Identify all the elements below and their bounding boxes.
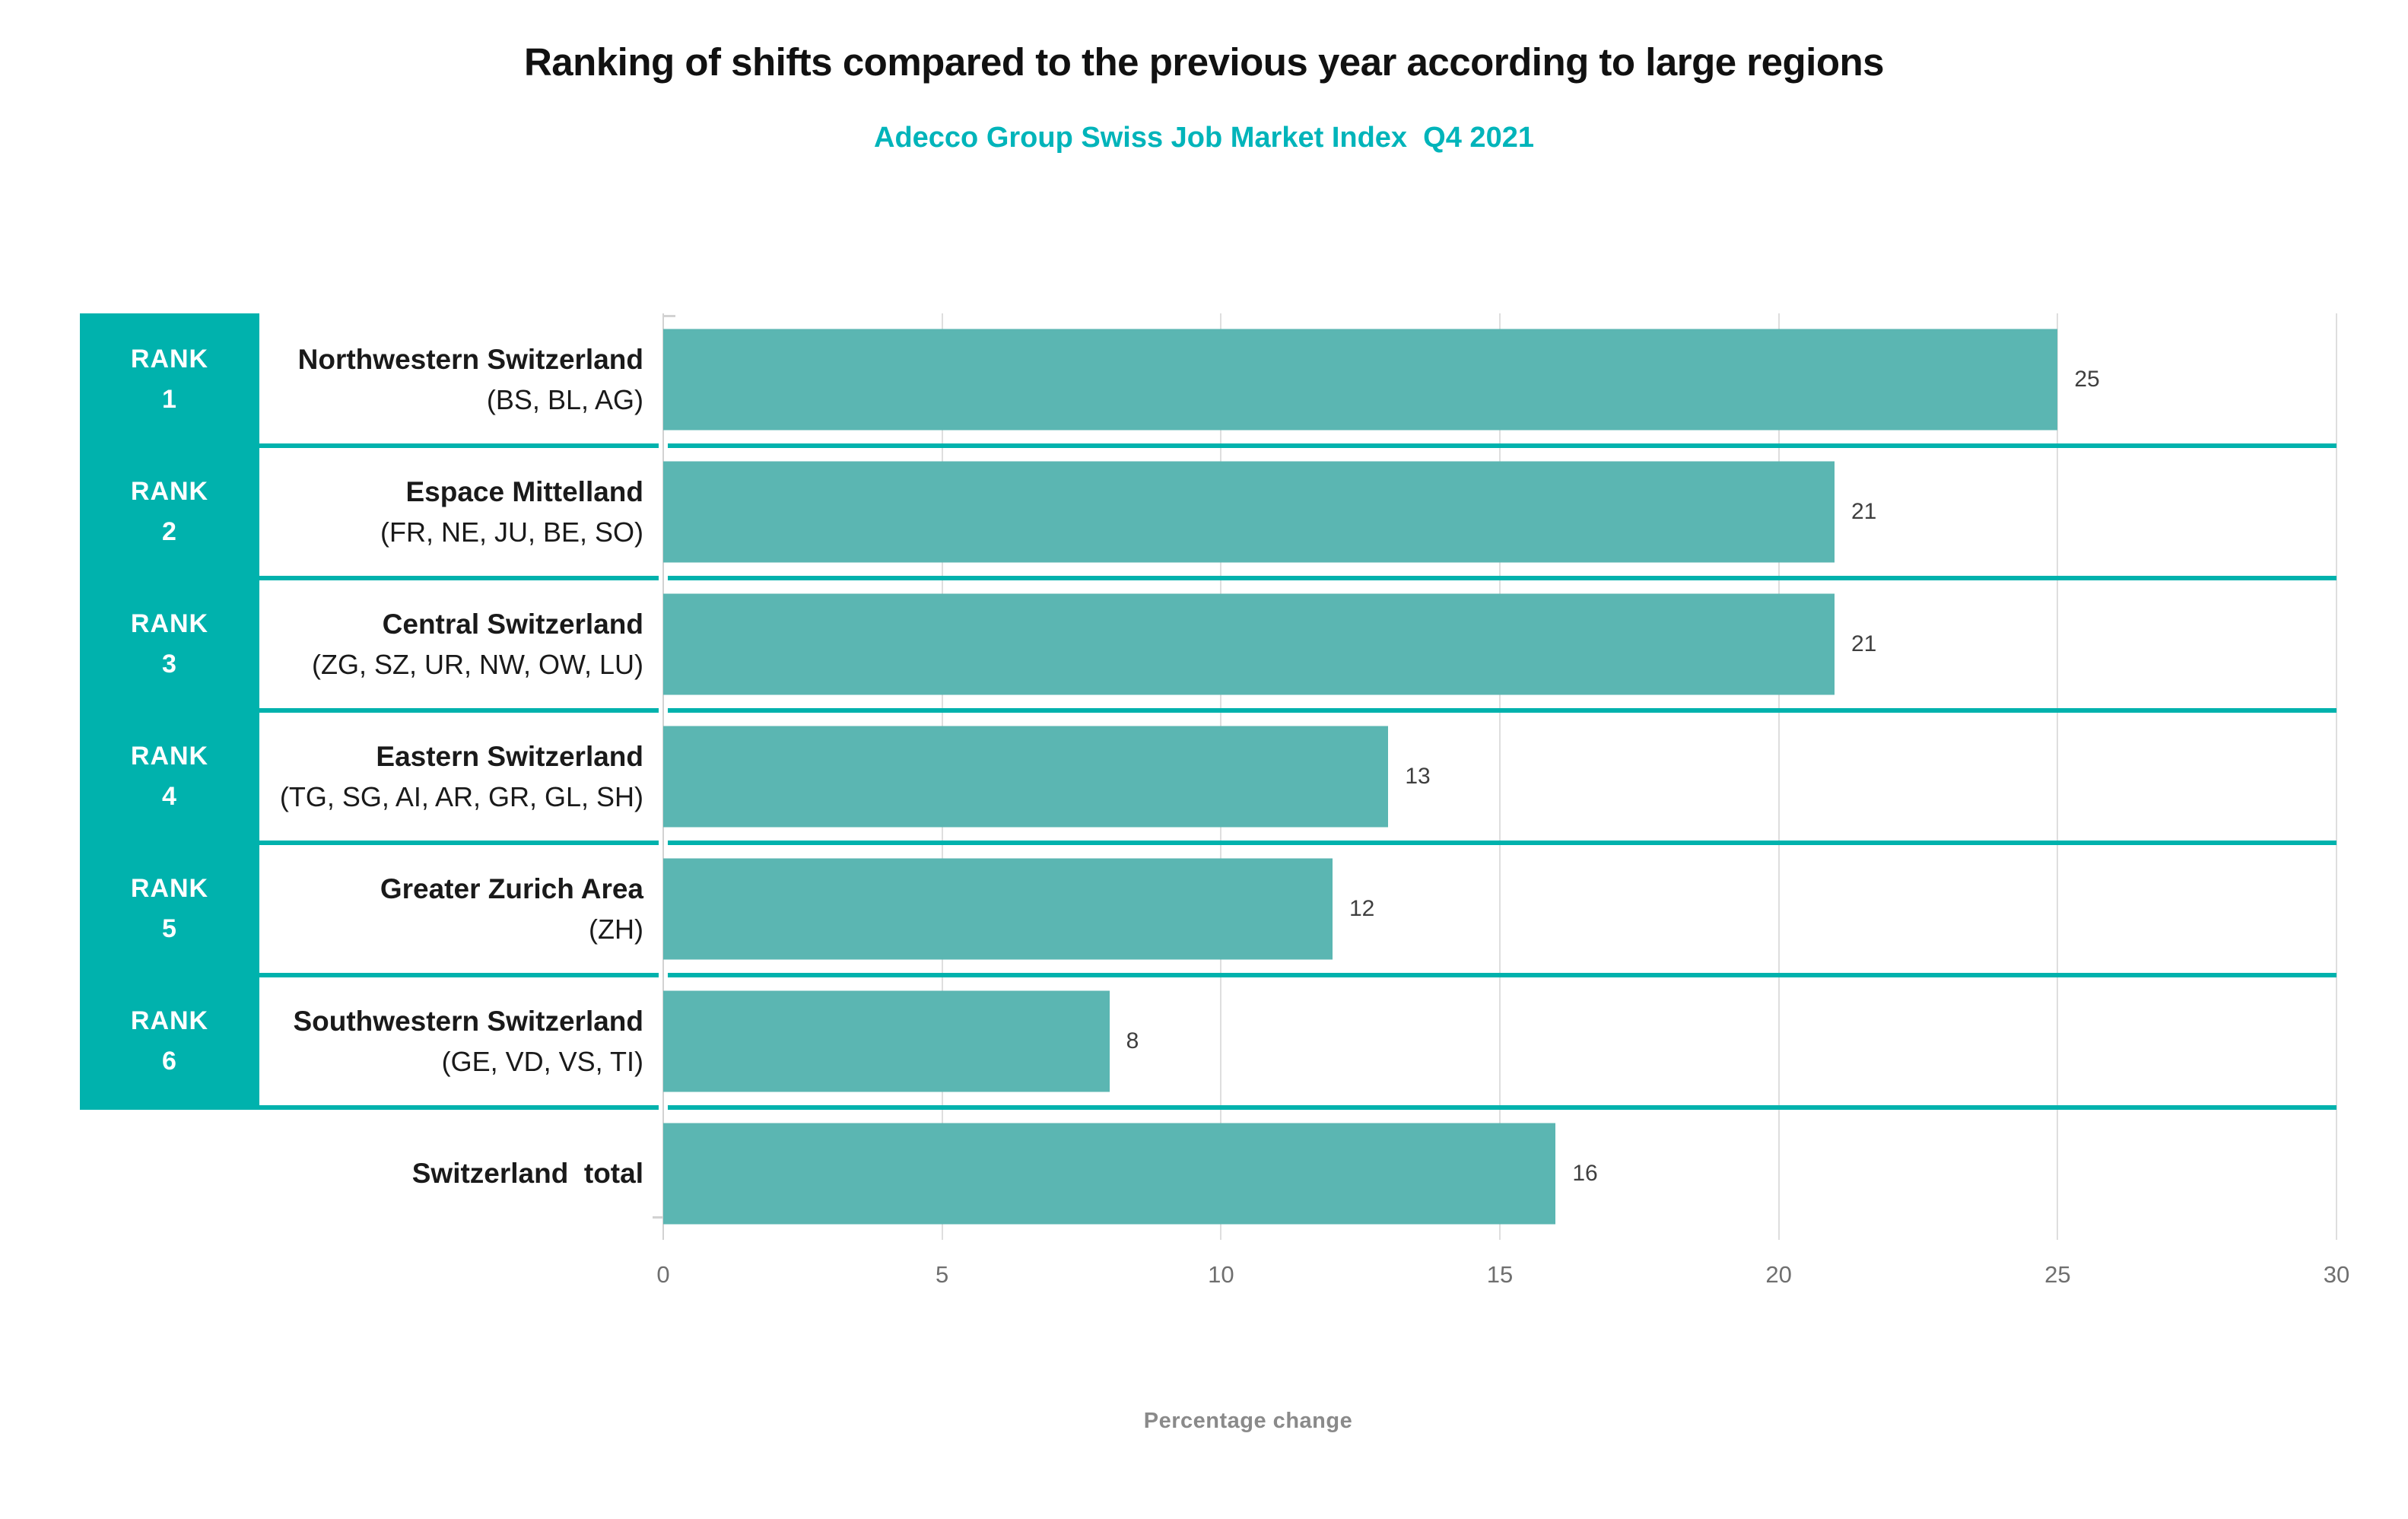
chart-row-rank-6: RANK 6 Southwestern Switzerland (GE, VD,… <box>80 975 2337 1107</box>
chart-row-total: Switzerland total 16 <box>80 1107 2337 1240</box>
row-separator <box>668 708 2337 713</box>
axis-cap-top <box>662 315 675 317</box>
row-separator <box>668 1105 2337 1110</box>
x-axis: 0 5 10 15 20 25 30 <box>656 1261 2349 1292</box>
row-separator <box>668 841 2337 845</box>
row-separator <box>80 443 659 448</box>
bar <box>663 990 1110 1092</box>
bar-track: 21 <box>663 578 2337 710</box>
row-separator <box>80 973 659 977</box>
rank-badge: RANK 5 <box>80 843 259 975</box>
row-separator <box>80 841 659 845</box>
cantons-label: (FR, NE, JU, BE, SO) <box>380 516 643 548</box>
region-name: Southwestern Switzerland <box>293 1006 643 1038</box>
bar-track: 8 <box>663 975 2337 1107</box>
row-separator <box>80 1105 659 1110</box>
page-subtitle: Adecco Group Swiss Job Market Index Q4 2… <box>874 122 1534 154</box>
bar <box>663 593 1835 695</box>
rank-number: 6 <box>162 1047 177 1076</box>
gridline-20 <box>1777 313 1780 1240</box>
rank-number: 5 <box>162 914 177 943</box>
cantons-label: (ZG, SZ, UR, NW, OW, LU) <box>312 648 643 680</box>
rank-badge: RANK 2 <box>80 446 259 578</box>
bar-track: 21 <box>663 446 2337 578</box>
chart-row-rank-2: RANK 2 Espace Mittelland (FR, NE, JU, BE… <box>80 446 2337 578</box>
rank-badge: RANK 1 <box>80 313 259 446</box>
gridline-15 <box>1499 313 1501 1240</box>
axis-tick: 30 <box>2323 1261 2350 1288</box>
gridline-30 <box>2336 313 2337 1240</box>
bar-chart: RANK 1 Northwestern Switzerland (BS, BL,… <box>80 313 2337 1240</box>
bar <box>663 858 1333 960</box>
cantons-label: (ZH) <box>589 913 643 945</box>
bar-track: 25 <box>663 313 2337 446</box>
axis-tick: 5 <box>936 1261 949 1288</box>
x-axis-label: Percentage change <box>1143 1409 1353 1433</box>
row-separator <box>668 973 2337 977</box>
axis-tick: 0 <box>656 1261 670 1288</box>
rank-badge-empty <box>80 1107 259 1240</box>
row-separator <box>80 708 659 713</box>
row-label: Southwestern Switzerland (GE, VD, VS, TI… <box>259 975 663 1107</box>
cantons-label: (GE, VD, VS, TI) <box>441 1045 643 1077</box>
page-title: Ranking of shifts compared to the previo… <box>523 40 1885 84</box>
chart-rows: RANK 1 Northwestern Switzerland (BS, BL,… <box>80 313 2337 1240</box>
axis-tick: 25 <box>2044 1261 2071 1288</box>
rank-badge: RANK 3 <box>80 578 259 710</box>
row-label: Northwestern Switzerland (BS, BL, AG) <box>259 313 663 446</box>
row-label: Espace Mittelland (FR, NE, JU, BE, SO) <box>259 446 663 578</box>
rank-number: 4 <box>162 782 177 811</box>
rank-word: RANK <box>130 609 209 639</box>
row-label: Greater Zurich Area (ZH) <box>259 843 663 975</box>
bar-track: 13 <box>663 710 2337 843</box>
gridline-25 <box>2057 313 2059 1240</box>
chart-row-rank-4: RANK 4 Eastern Switzerland (TG, SG, AI, … <box>80 710 2337 843</box>
bar-value-label: 13 <box>1405 764 1431 789</box>
region-name: Espace Mittelland <box>405 476 643 508</box>
rank-word: RANK <box>130 477 209 507</box>
axis-tick: 10 <box>1208 1261 1234 1288</box>
chart-row-rank-1: RANK 1 Northwestern Switzerland (BS, BL,… <box>80 313 2337 446</box>
chart-row-rank-3: RANK 3 Central Switzerland (ZG, SZ, UR, … <box>80 578 2337 710</box>
bar-value-label: 25 <box>2074 367 2100 392</box>
bar-value-label: 8 <box>1126 1028 1139 1053</box>
cantons-label: (TG, SG, AI, AR, GR, GL, SH) <box>279 780 643 812</box>
chart-row-rank-5: RANK 5 Greater Zurich Area (ZH) 12 <box>80 843 2337 975</box>
region-name: Central Switzerland <box>382 609 643 640</box>
rank-word: RANK <box>130 1006 209 1036</box>
bar-value-label: 21 <box>1851 499 1877 524</box>
rank-badge: RANK 6 <box>80 975 259 1107</box>
rank-word: RANK <box>130 874 209 904</box>
axis-tick: 20 <box>1765 1261 1792 1288</box>
bar-value-label: 16 <box>1572 1161 1598 1186</box>
axis-cap-bottom <box>653 1216 663 1219</box>
region-name: Eastern Switzerland <box>376 741 643 773</box>
region-name: Switzerland total <box>411 1157 643 1189</box>
row-separator <box>668 443 2337 448</box>
rank-word: RANK <box>130 345 209 374</box>
bar-value-label: 12 <box>1349 896 1375 921</box>
rank-badge: RANK 4 <box>80 710 259 843</box>
axis-tick: 15 <box>1486 1261 1514 1288</box>
row-separator <box>80 576 659 580</box>
bar <box>663 1123 1556 1225</box>
bar <box>663 461 1835 563</box>
bar-track: 16 <box>663 1107 2337 1240</box>
rank-number: 3 <box>162 650 177 678</box>
bar-value-label: 21 <box>1851 631 1877 656</box>
bar-track: 12 <box>663 843 2337 975</box>
region-name: Northwestern Switzerland <box>297 344 643 376</box>
row-label: Eastern Switzerland (TG, SG, AI, AR, GR,… <box>259 710 663 843</box>
row-label: Switzerland total <box>259 1107 663 1240</box>
region-name: Greater Zurich Area <box>380 873 643 905</box>
cantons-label: (BS, BL, AG) <box>486 383 643 415</box>
rank-number: 1 <box>162 385 177 414</box>
row-label: Central Switzerland (ZG, SZ, UR, NW, OW,… <box>259 578 663 710</box>
rank-word: RANK <box>130 742 209 771</box>
row-separator <box>668 576 2337 580</box>
bar <box>663 329 2058 431</box>
rank-number: 2 <box>162 517 177 546</box>
bar <box>663 726 1389 828</box>
